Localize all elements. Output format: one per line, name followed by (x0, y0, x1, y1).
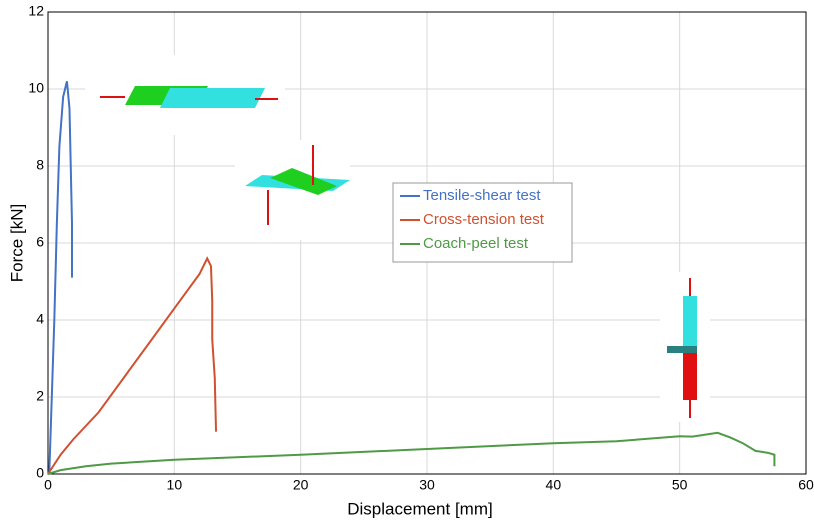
y-axis-label: Force [kN] (7, 204, 26, 282)
legend-label: Tensile-shear test (423, 187, 541, 204)
y-tick-label: 12 (28, 3, 44, 19)
chart: Displacement [mm] Force [kN] Tensile-she… (0, 0, 814, 522)
x-tick-label: 20 (293, 477, 309, 493)
y-tick-label: 10 (28, 80, 44, 96)
x-tick-label: 60 (798, 477, 814, 493)
inset-cross (235, 140, 350, 240)
y-tick-label: 6 (36, 234, 44, 250)
x-axis-label: Displacement [mm] (347, 499, 492, 518)
x-tick-label: 50 (672, 477, 688, 493)
y-tick-label: 4 (36, 311, 44, 327)
legend: Tensile-shear test Cross-tension test Coac… (393, 183, 572, 262)
legend-label: Cross-tension test (423, 211, 545, 228)
legend-label: Coach-peel test (423, 235, 529, 252)
series-line (49, 81, 72, 474)
inset-tensile (85, 55, 285, 135)
x-tick-label: 30 (419, 477, 435, 493)
inset-peel (660, 272, 710, 422)
x-tick-label: 10 (167, 477, 183, 493)
x-tick-label: 0 (44, 477, 52, 493)
series-line (48, 433, 774, 474)
y-tick-label: 8 (36, 157, 44, 173)
x-tick-label: 40 (546, 477, 562, 493)
y-tick-label: 2 (36, 388, 44, 404)
y-tick-label: 0 (36, 465, 44, 481)
series-line (48, 258, 216, 474)
